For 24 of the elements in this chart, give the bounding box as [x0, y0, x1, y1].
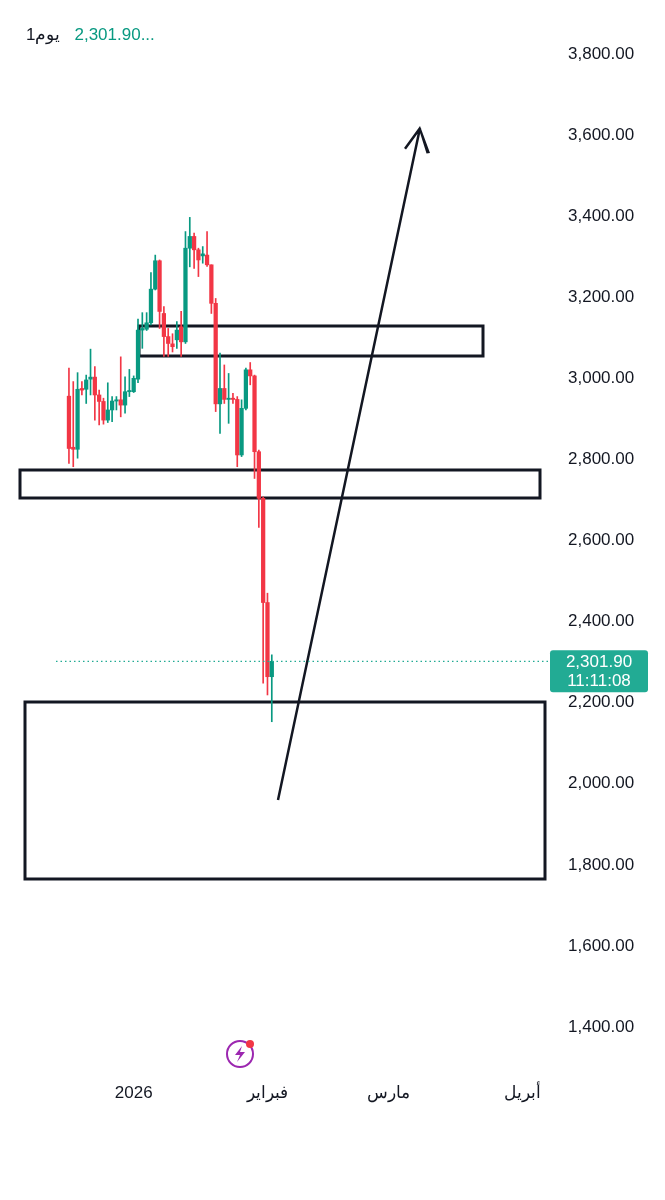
y-tick-label: 2,800.00	[568, 449, 635, 469]
y-tick-label: 2,600.00	[568, 530, 635, 550]
y-tick-label: 2,200.00	[568, 692, 635, 712]
chart-title: 1يوم	[26, 24, 61, 45]
y-tick-label: 2,000.00	[568, 773, 635, 793]
y-tick-label: 1,800.00	[568, 854, 635, 874]
y-tick-label: 3,400.00	[568, 205, 635, 225]
y-tick-label: 3,200.00	[568, 286, 635, 306]
y-tick-label: 3,600.00	[568, 124, 635, 144]
x-tick-label: 2026	[114, 1082, 153, 1102]
candlestick	[217, 352, 223, 434]
candlestick	[118, 356, 123, 418]
y-tick-label: 1,600.00	[568, 935, 635, 955]
y-tick-label: 3,000.00	[568, 368, 635, 388]
chart-subtitle: 2,301.90...	[74, 25, 155, 45]
y-tick-label: 2,400.00	[568, 611, 635, 631]
y-tick-label: 1,400.00	[568, 1016, 635, 1036]
ref-line-label: 2,301.90	[565, 651, 633, 671]
x-tick-label: مارس	[366, 1082, 410, 1103]
x-tick-label: فبراير	[245, 1082, 288, 1103]
y-tick-label: 3,800.00	[568, 43, 635, 63]
x-tick-label: أبريل	[503, 1080, 541, 1103]
text: 11:11:08	[567, 670, 631, 690]
candlestick	[269, 654, 274, 723]
